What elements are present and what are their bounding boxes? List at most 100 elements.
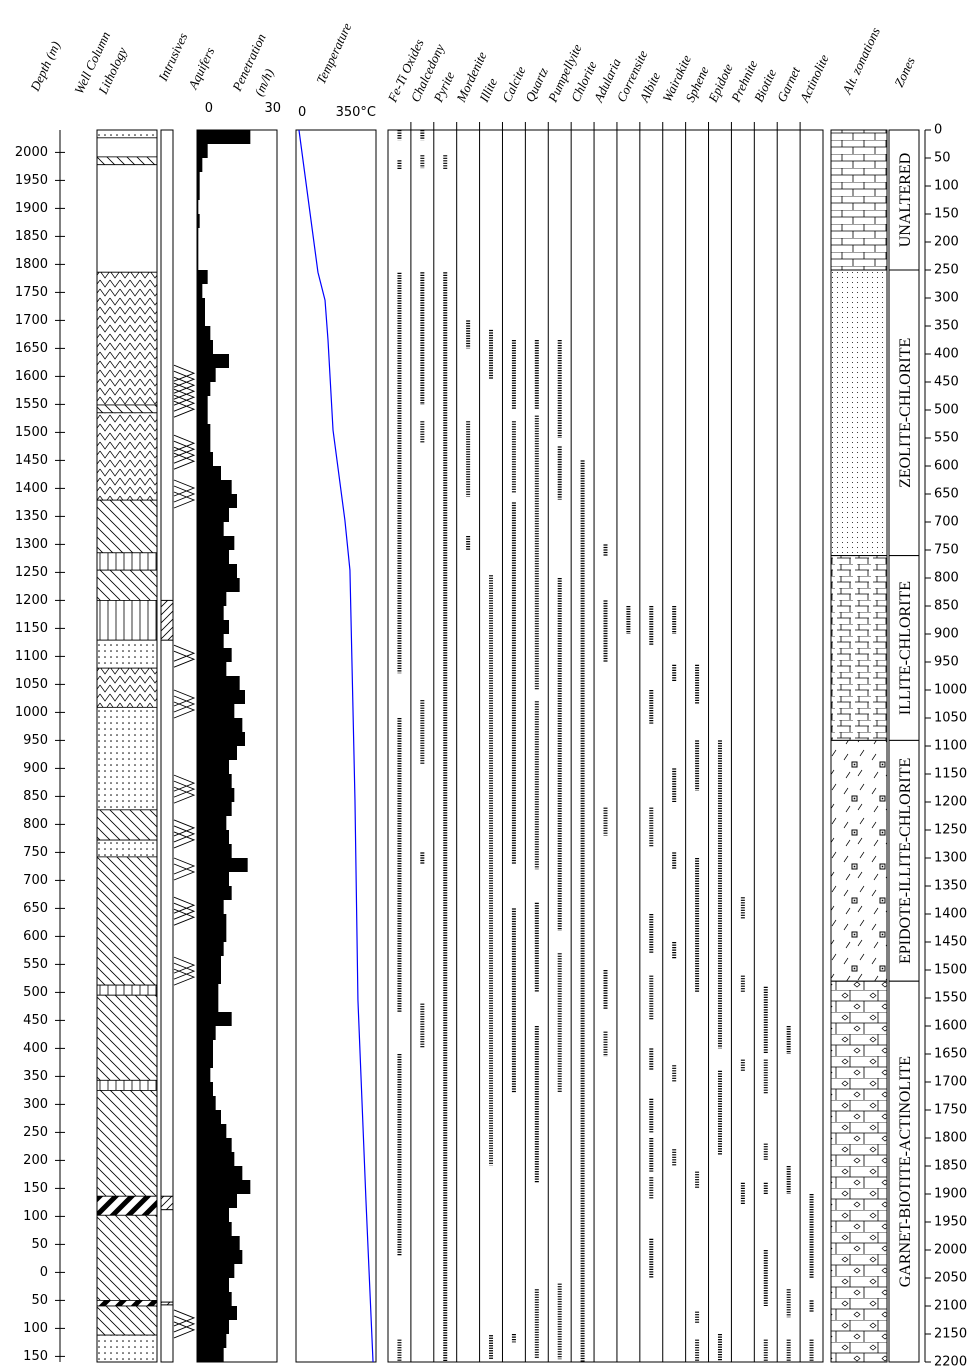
y-tick-label: 600: [23, 929, 48, 944]
intrusive-interval: [160, 1301, 174, 1306]
penetration-bar: [197, 998, 219, 1012]
y-tick-label: 0: [40, 1265, 48, 1280]
penetration-bar: [197, 130, 251, 144]
penetration-bar: [197, 396, 208, 410]
aquifer: [173, 479, 196, 509]
lithology-interval: [96, 1305, 158, 1336]
column-header: Depth (m): [27, 39, 63, 94]
alteration-zone: [830, 555, 888, 741]
zone-label: ILLITE-CHLORITE: [897, 581, 914, 715]
x-tick-label: 0: [205, 101, 213, 116]
aquifer: [173, 1309, 196, 1339]
penetration-bar: [197, 774, 232, 788]
aquifer: [173, 956, 196, 986]
y2-tick-label: 1100: [934, 739, 967, 754]
y-tick-label: 550: [23, 957, 48, 972]
penetration-bar: [197, 326, 211, 340]
y-tick-label: 2000: [15, 145, 48, 160]
y-tick-label: 1450: [15, 453, 48, 468]
aquifer: [173, 819, 196, 849]
penetration-bar: [197, 242, 199, 256]
penetration-bar: [197, 1334, 227, 1348]
lithology-interval: [96, 856, 158, 986]
y2-tick-label: 1550: [934, 991, 967, 1006]
penetration-bar: [197, 256, 199, 270]
penetration-bar: [197, 816, 227, 830]
penetration-bar: [197, 634, 224, 648]
y-tick-label: 1300: [15, 537, 48, 552]
penetration-bar: [197, 284, 203, 298]
y2-tick-label: 2200: [934, 1355, 967, 1368]
y2-tick-label: 1750: [934, 1103, 967, 1118]
y-tick-label: 350: [23, 1069, 48, 1084]
penetration-bar: [197, 1110, 221, 1124]
temperature-line: [298, 129, 374, 1363]
x-tick-label: 0: [298, 105, 306, 120]
penetration-bar: [197, 382, 211, 396]
penetration-bar: [197, 1012, 232, 1026]
penetration-bar: [197, 788, 235, 802]
penetration-bar: [197, 1222, 232, 1236]
intrusive-interval: [160, 599, 174, 641]
alteration-zone: [830, 269, 888, 557]
alteration-zone: [830, 980, 888, 1363]
y-tick-label: 750: [23, 845, 48, 860]
penetration-bar: [197, 606, 224, 620]
column-header: (m/h): [251, 66, 277, 98]
lithology-interval: [96, 1214, 158, 1301]
penetration-bar: [197, 1026, 216, 1040]
y-tick-label: 150: [23, 1181, 48, 1196]
y2-tick-label: 150: [934, 207, 959, 222]
y2-tick-label: 100: [934, 179, 959, 194]
y-tick-label: 1150: [15, 621, 48, 636]
penetration-bar: [197, 270, 208, 284]
y-tick-label: 1100: [15, 649, 48, 664]
y2-tick-label: 0: [934, 123, 942, 138]
penetration-bar: [197, 410, 208, 424]
y-tick-label: 1200: [15, 593, 48, 608]
penetration-bar: [197, 172, 200, 186]
x-tick-label: 350°C: [336, 105, 376, 120]
intrusives-frame: [160, 129, 174, 1363]
y2-tick-label: 2050: [934, 1271, 967, 1286]
penetration-bar: [197, 746, 237, 760]
penetration-bar: [197, 1040, 213, 1054]
y2-tick-label: 850: [934, 599, 959, 614]
penetration-bar: [197, 984, 219, 998]
y-tick-label: 50: [31, 1293, 48, 1308]
zone-label: ZEOLITE-CHLORITE: [897, 338, 914, 488]
penetration-bar: [197, 1236, 240, 1250]
y-tick-label: 1550: [15, 397, 48, 412]
penetration-bar: [197, 676, 240, 690]
penetration-bar: [197, 942, 224, 956]
penetration-bar: [197, 494, 237, 508]
penetration-bar: [197, 970, 221, 984]
penetration-bar: [197, 1194, 237, 1208]
column-header: Aquifers: [185, 45, 218, 92]
penetration-bar: [197, 368, 216, 382]
lithology-interval: [96, 156, 158, 166]
penetration-bar: [197, 424, 211, 438]
penetration-bar: [197, 1138, 232, 1152]
y2-tick-label: 1200: [934, 795, 967, 810]
y2-tick-label: 350: [934, 319, 959, 334]
penetration-bar: [197, 1054, 213, 1068]
y-tick-label: 700: [23, 873, 48, 888]
y2-tick-label: 800: [934, 571, 959, 586]
y-tick-label: 900: [23, 761, 48, 776]
y-tick-label: 1800: [15, 257, 48, 272]
penetration-bar: [197, 914, 227, 928]
y-tick-label: 500: [23, 985, 48, 1000]
lithology-interval: [96, 552, 158, 571]
penetration-bar: [197, 928, 227, 942]
penetration-bar: [197, 1306, 237, 1320]
y-tick-label: 1400: [15, 481, 48, 496]
lithology-interval: [96, 809, 158, 841]
zone-box: [888, 555, 920, 741]
y-tick-label: 150: [23, 1349, 48, 1364]
aquifer: [173, 434, 196, 470]
penetration-bar: [197, 340, 213, 354]
y2-tick-label: 600: [934, 459, 959, 474]
y2-tick-label: 1400: [934, 907, 967, 922]
